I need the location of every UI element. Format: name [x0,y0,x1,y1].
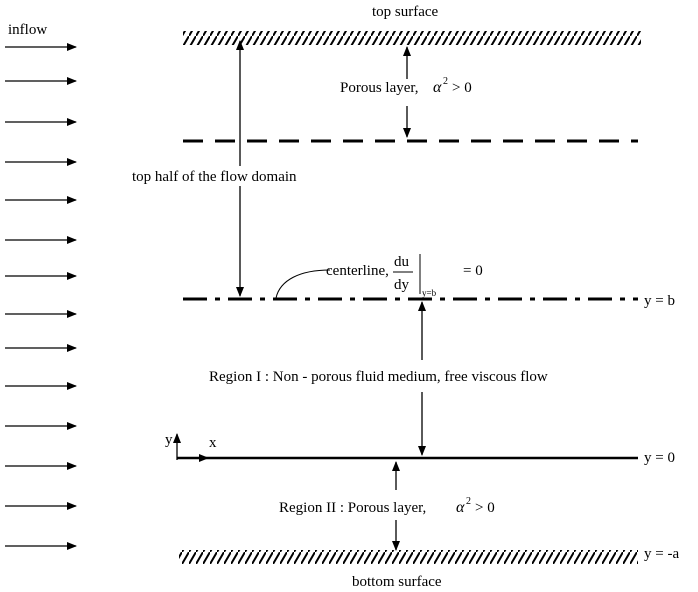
bottom-surface-label: bottom surface [352,574,442,590]
svg-text:α: α [433,79,442,96]
top-surface-label: top surface [372,4,439,20]
top-half-label: top half of the flow domain [132,169,297,185]
y-b-label: y = b [644,293,675,309]
svg-text:du: du [394,254,410,270]
region2-label: Region II : Porous layer, α 2 > 0 [279,496,495,516]
y-axis-label: y [165,432,173,448]
centerline-condition-label: centerline, du dy y=b = 0 [326,254,483,298]
x-axis-label: x [209,435,217,451]
svg-text:2: 2 [443,76,448,87]
svg-text:> 0: > 0 [452,80,472,96]
region1-label: Region I : Non - porous fluid medium, fr… [209,369,548,385]
svg-text:Region II : Porous layer,: Region II : Porous layer, [279,500,426,516]
inflow-label: inflow [8,22,47,38]
porous-top-label: Porous layer, α 2 > 0 [340,76,472,96]
svg-text:dy: dy [394,277,410,293]
bottom-surface-hatch [179,550,638,564]
svg-text:α: α [456,499,465,516]
y-neg-a-label: y = -a [644,546,679,562]
svg-text:Porous layer,: Porous layer, [340,80,419,96]
svg-text:> 0: > 0 [475,500,495,516]
centerline-pointer-curve [275,269,331,299]
svg-text:centerline,: centerline, [326,263,389,279]
inflow-arrows [5,43,77,550]
top-surface-hatch [183,31,641,45]
svg-text:2: 2 [466,496,471,507]
svg-text:y=b: y=b [422,288,437,298]
y-zero-label: y = 0 [644,450,675,466]
svg-text:= 0: = 0 [463,263,483,279]
